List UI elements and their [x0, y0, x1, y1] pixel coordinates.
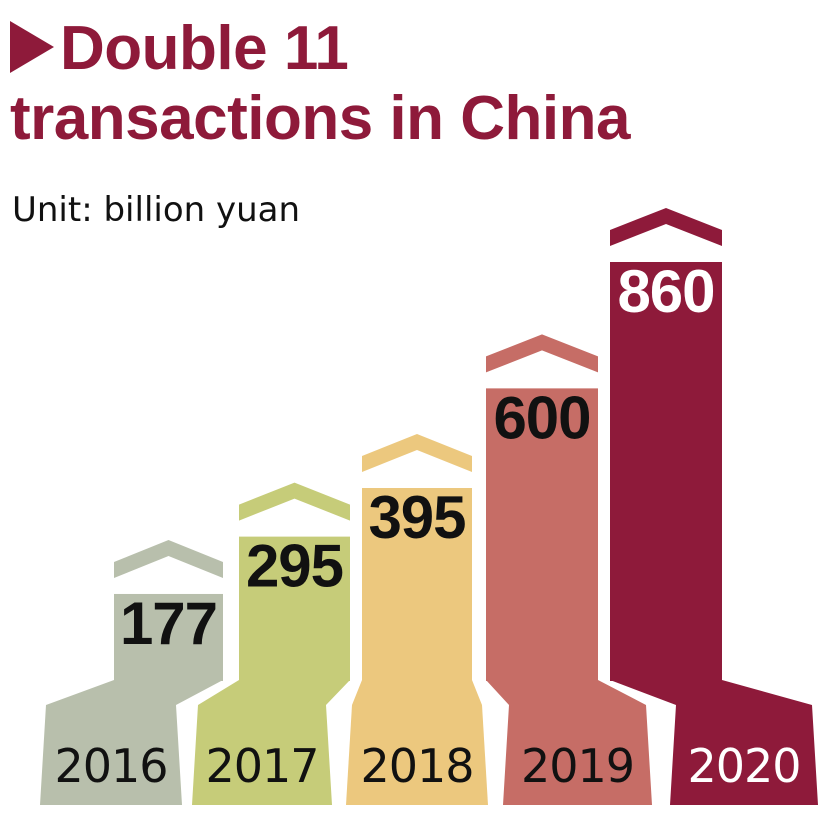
- bar-base-2018: [346, 680, 488, 805]
- bar-base-2017: [192, 680, 350, 805]
- category-label-2018: 2018: [360, 739, 473, 793]
- bar-base-2016: [40, 680, 223, 805]
- bar-group-2019: 600 2019: [486, 334, 652, 805]
- value-label-2018: 395: [368, 484, 465, 551]
- category-label-2019: 2019: [521, 739, 634, 793]
- bar-group-2020: 860 2020: [610, 208, 818, 805]
- play-arrow-icon: [10, 21, 54, 73]
- value-label-2017: 295: [246, 533, 343, 600]
- value-label-2019: 600: [493, 384, 590, 451]
- chart-title-text-1: Double 11: [60, 14, 349, 83]
- value-label-2016: 177: [120, 590, 217, 657]
- chevron-arrow-icon: [362, 434, 472, 473]
- chart-title-line-1: Double 11: [10, 14, 630, 84]
- category-label-2020: 2020: [687, 739, 800, 793]
- category-label-2016: 2016: [54, 739, 167, 793]
- bar-2018: [362, 488, 472, 681]
- bar-2017: [239, 536, 350, 681]
- category-label-2017: 2017: [205, 739, 318, 793]
- chevron-arrow-icon: [239, 482, 350, 521]
- bar-base-2020: [610, 680, 818, 805]
- chart-title-line-2: transactions in China: [10, 84, 630, 153]
- bar-group-2016: 177 2016: [40, 539, 223, 805]
- chevron-arrow-icon: [486, 334, 598, 373]
- chart-subtitle: Unit: billion yuan: [12, 190, 301, 230]
- bar-base-2019: [486, 680, 652, 805]
- chart-title: Double 11 transactions in China: [10, 14, 630, 154]
- bar-group-2018: 395 2018: [346, 434, 488, 805]
- bar-group-2017: 295 2017: [192, 482, 350, 805]
- value-label-2020: 860: [617, 258, 714, 325]
- chevron-arrow-icon: [610, 208, 722, 246]
- bar-2019: [486, 388, 598, 681]
- bar-2016: [114, 593, 223, 681]
- bar-2020: [610, 262, 722, 681]
- chevron-arrow-icon: [114, 539, 223, 578]
